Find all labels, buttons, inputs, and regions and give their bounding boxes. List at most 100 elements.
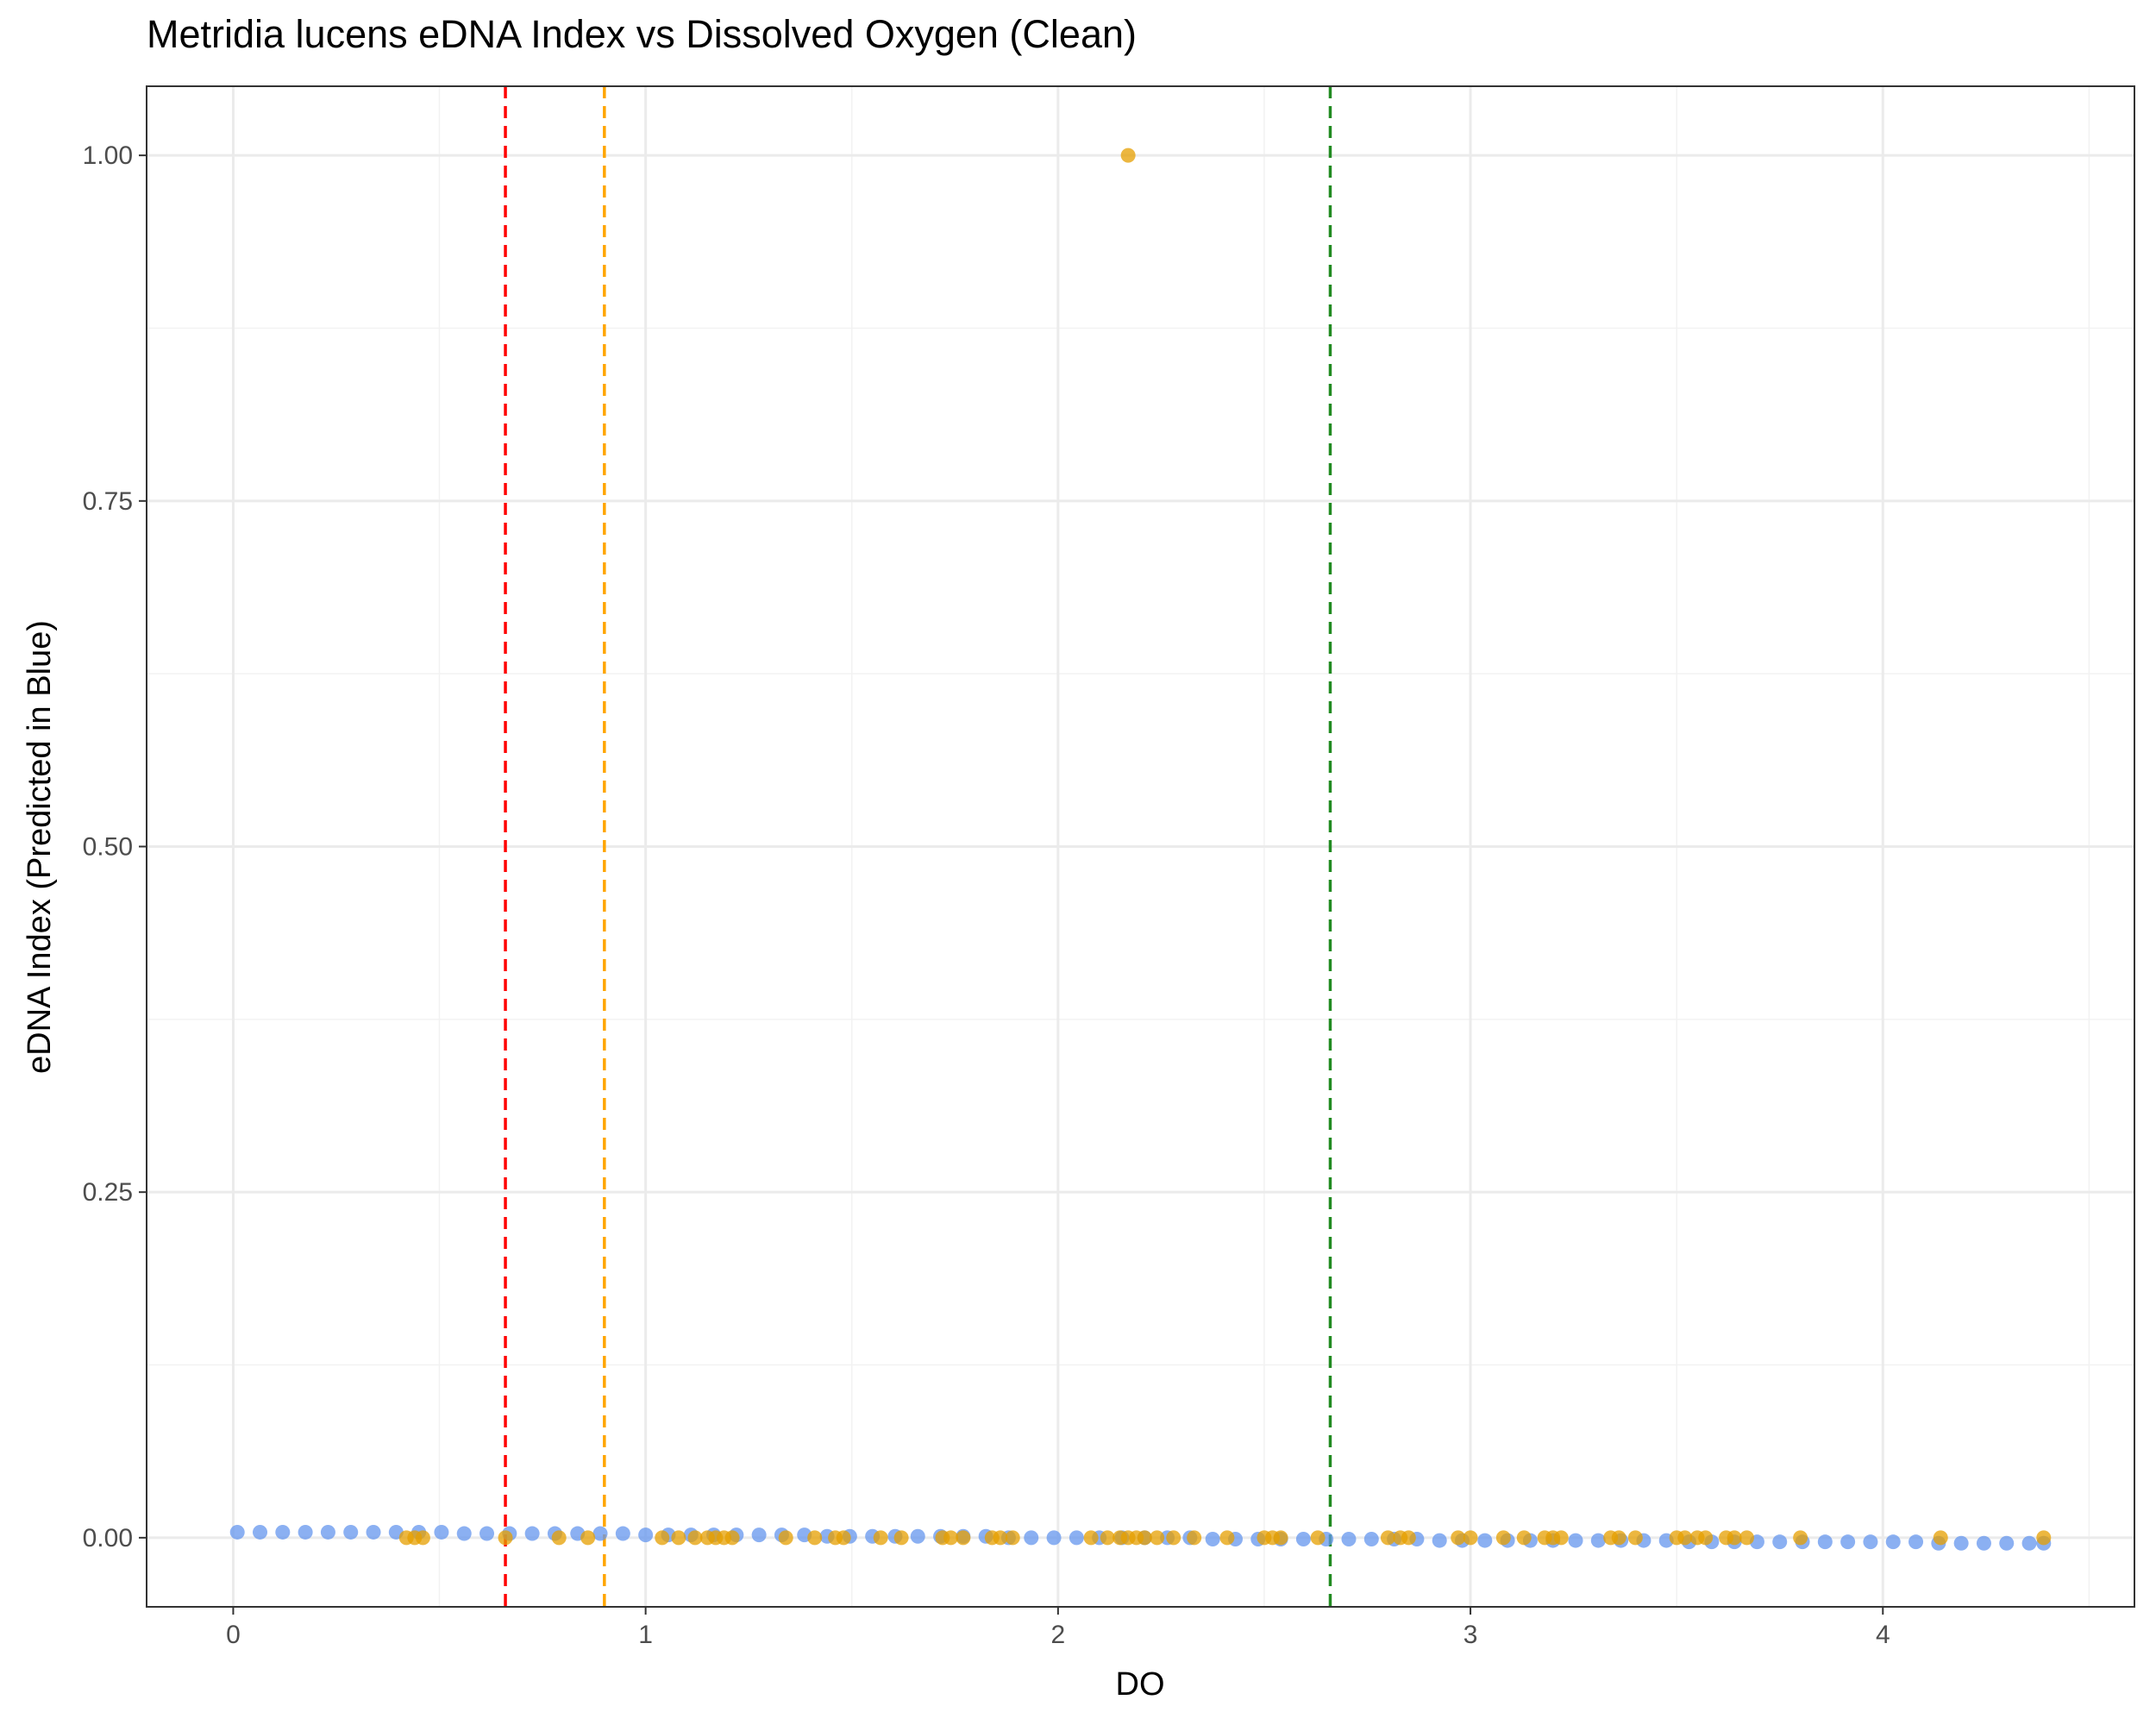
data-point [724,1530,740,1546]
data-point [1477,1533,1493,1548]
data-point [1046,1530,1062,1546]
data-point [1100,1530,1115,1546]
data-point [592,1526,608,1541]
data-point [1083,1530,1099,1546]
data-point [2036,1530,2052,1546]
data-point [1363,1531,1379,1546]
data-point [1310,1530,1326,1546]
data-point [1273,1530,1288,1546]
y-tick-label: 0.25 [83,1178,133,1207]
data-point [298,1524,313,1540]
data-point [1295,1531,1311,1546]
data-point [415,1530,430,1546]
data-point [253,1524,268,1540]
data-point [1840,1534,1856,1550]
y-tick-label: 1.00 [83,141,133,170]
y-tick-label: 0.75 [83,487,133,516]
data-point [1999,1535,2015,1551]
data-point [1772,1534,1788,1550]
data-points [229,147,2052,1551]
data-point [1205,1531,1220,1546]
y-tick-label: 0.50 [83,833,133,862]
grid-lines [147,86,2134,1607]
data-point [1166,1530,1181,1546]
x-tick-label: 3 [1463,1621,1478,1649]
data-point [551,1530,567,1546]
data-point [1024,1530,1039,1546]
data-point [275,1524,291,1540]
data-point [873,1530,888,1546]
data-point [1739,1530,1754,1546]
chart-title: Metridia lucens eDNA Index vs Dissolved … [147,12,1137,56]
data-point [671,1530,686,1546]
data-point [498,1530,513,1546]
data-point [366,1524,381,1540]
data-point [2021,1535,2037,1551]
data-point [1908,1534,1924,1550]
y-axis-title: eDNA Index (Predicted in Blue) [22,620,58,1074]
data-point [615,1526,630,1541]
data-point [1885,1534,1901,1550]
data-point [1187,1530,1202,1546]
data-point [910,1528,925,1544]
reference-lines [504,86,1332,1607]
data-point [1120,147,1136,163]
data-point [1495,1530,1511,1546]
data-point [1150,1530,1165,1546]
data-point [524,1526,540,1541]
data-point [836,1530,851,1546]
data-point [1933,1530,1948,1546]
data-point [1137,1530,1152,1546]
data-point [1590,1533,1606,1548]
y-axis: 0.00 0.25 0.50 0.75 1.00 [83,141,147,1552]
data-point [1451,1530,1466,1546]
data-point [479,1526,495,1541]
data-point [1341,1531,1357,1546]
data-point [1219,1530,1235,1546]
data-point [343,1524,359,1540]
data-point [1627,1530,1643,1546]
data-point [1817,1534,1833,1550]
data-point [229,1524,245,1540]
data-point [778,1530,793,1546]
data-point [1401,1530,1416,1546]
data-point [1568,1533,1583,1548]
data-point [807,1530,823,1546]
data-point [580,1530,596,1546]
data-point [1005,1530,1020,1546]
data-point [687,1530,703,1546]
x-tick-label: 4 [1876,1621,1890,1649]
data-point [456,1526,472,1541]
data-point [1863,1534,1878,1550]
data-point [638,1527,654,1543]
data-point [1463,1530,1478,1546]
data-point [893,1530,909,1546]
data-point [956,1530,971,1546]
data-point [1976,1535,1991,1551]
data-point [1432,1533,1447,1548]
data-point [1069,1530,1084,1546]
data-point [1611,1530,1626,1546]
data-point [1727,1530,1742,1546]
data-point [943,1530,959,1546]
data-point [993,1530,1008,1546]
x-axis-title: DO [1116,1666,1165,1703]
data-point [320,1524,335,1540]
data-point [751,1527,767,1543]
data-point [655,1530,670,1546]
data-point [1516,1530,1532,1546]
x-tick-label: 1 [638,1621,653,1649]
y-tick-label: 0.00 [83,1524,133,1552]
x-tick-label: 0 [226,1621,241,1649]
data-point [1953,1535,1969,1551]
x-tick-label: 2 [1051,1621,1066,1649]
x-axis: 0 1 2 3 4 [226,1607,1890,1649]
data-point [1553,1530,1569,1546]
data-point [1698,1530,1714,1546]
data-point [434,1524,449,1540]
data-point [1380,1530,1395,1546]
data-point [1793,1530,1808,1546]
data-point [1677,1530,1693,1546]
